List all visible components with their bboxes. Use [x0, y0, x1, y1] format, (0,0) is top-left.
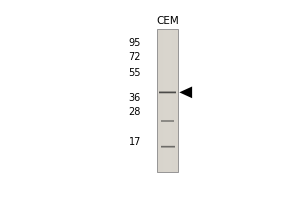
Text: 55: 55	[128, 68, 141, 78]
Bar	[161, 29, 162, 172]
Bar	[159, 91, 176, 92]
Bar	[166, 29, 167, 172]
Polygon shape	[179, 87, 192, 98]
Bar	[164, 29, 165, 172]
Bar	[159, 92, 176, 93]
Text: 36: 36	[129, 93, 141, 103]
Bar	[161, 146, 175, 147]
Text: 95: 95	[129, 38, 141, 48]
Bar	[157, 29, 178, 172]
Bar	[177, 29, 178, 172]
Text: 72: 72	[128, 52, 141, 62]
Text: 17: 17	[129, 137, 141, 147]
Bar	[169, 29, 170, 172]
Bar	[170, 29, 171, 172]
Bar	[161, 145, 175, 146]
Bar	[158, 29, 159, 172]
Bar	[165, 29, 166, 172]
Bar	[159, 93, 176, 94]
Bar	[175, 29, 176, 172]
Bar	[167, 29, 168, 172]
Bar	[162, 29, 163, 172]
Text: 28: 28	[129, 107, 141, 117]
Bar	[157, 29, 158, 172]
Bar	[160, 29, 161, 172]
Bar	[161, 147, 175, 148]
Bar	[173, 29, 175, 172]
Text: CEM: CEM	[156, 16, 179, 26]
Bar	[176, 29, 177, 172]
Bar	[171, 29, 172, 172]
Bar	[159, 29, 160, 172]
Bar	[168, 29, 169, 172]
Bar	[163, 29, 164, 172]
Bar	[172, 29, 173, 172]
